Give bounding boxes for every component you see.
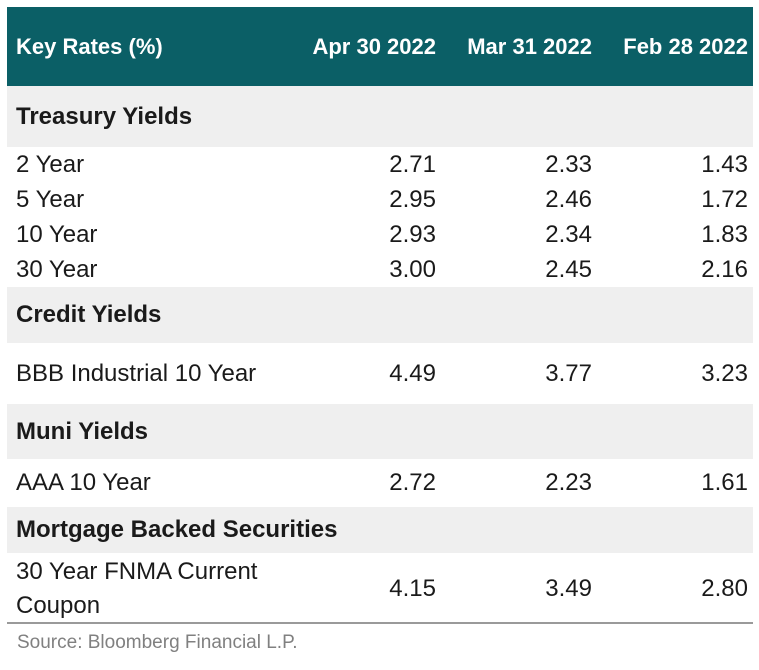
row-label: AAA 10 Year xyxy=(16,469,151,496)
table-row: 5 Year 2.95 2.46 1.72 xyxy=(7,182,753,217)
row-value-mar: 2.34 xyxy=(545,220,592,248)
row-label: 2 Year xyxy=(16,150,85,178)
table-row: AAA 10 Year 2.72 2.23 1.61 xyxy=(7,459,753,507)
row-label: 30 Year xyxy=(16,255,98,283)
row-value-apr: 4.15 xyxy=(389,575,436,602)
row-value-mar: 3.77 xyxy=(545,359,592,387)
section-title: Muni Yields xyxy=(16,417,149,445)
row-value-mar: 2.33 xyxy=(545,150,592,178)
header-col-apr: Apr 30 2022 xyxy=(312,33,436,59)
table-row: 30 Year 3.00 2.45 2.16 xyxy=(7,252,753,287)
footer-divider xyxy=(7,622,753,624)
section-treasury-yields: Treasury Yields xyxy=(7,86,753,147)
table-row: 10 Year 2.93 2.34 1.83 xyxy=(7,217,753,252)
section-title: Treasury Yields xyxy=(16,102,193,130)
row-value-feb: 1.43 xyxy=(701,150,748,178)
row-value-apr: 2.93 xyxy=(389,220,436,248)
row-value-feb: 1.61 xyxy=(701,469,748,496)
table-row: 2 Year 2.71 2.33 1.43 xyxy=(7,147,753,182)
row-label: BBB Industrial 10 Year xyxy=(16,359,257,387)
row-value-mar: 2.23 xyxy=(545,469,592,496)
header-label: Key Rates (%) xyxy=(16,33,163,59)
row-label: 10 Year xyxy=(16,220,98,248)
row-value-feb: 1.72 xyxy=(701,185,748,213)
row-value-apr: 2.72 xyxy=(389,469,436,496)
row-value-feb: 2.16 xyxy=(701,255,748,283)
row-value-feb: 1.83 xyxy=(701,220,748,248)
table-row: 30 Year FNMA Current Coupon 4.15 3.49 2.… xyxy=(7,553,753,625)
row-value-feb: 2.80 xyxy=(701,575,748,602)
table-row: BBB Industrial 10 Year 4.49 3.77 3.23 xyxy=(7,343,753,404)
row-value-apr: 4.49 xyxy=(389,359,436,387)
key-rates-table: Key Rates (%) Apr 30 2022 Mar 31 2022 Fe… xyxy=(7,7,753,625)
row-label: 30 Year FNMA Current Coupon xyxy=(16,558,258,619)
table-header: Key Rates (%) Apr 30 2022 Mar 31 2022 Fe… xyxy=(7,7,753,86)
row-value-mar: 2.45 xyxy=(545,255,592,283)
row-value-mar: 3.49 xyxy=(545,575,592,602)
row-label: 5 Year xyxy=(16,185,85,213)
row-value-feb: 3.23 xyxy=(701,359,748,387)
row-value-mar: 2.46 xyxy=(545,185,592,213)
source-note: Source: Bloomberg Financial L.P. xyxy=(17,632,298,653)
section-title: Credit Yields xyxy=(16,301,162,328)
header-col-feb: Feb 28 2022 xyxy=(623,33,748,59)
section-mortgage-backed-securities: Mortgage Backed Securities xyxy=(7,507,753,553)
row-value-apr: 2.71 xyxy=(389,150,436,178)
header-col-mar: Mar 31 2022 xyxy=(467,33,592,59)
row-value-apr: 2.95 xyxy=(389,185,436,213)
row-value-apr: 3.00 xyxy=(389,255,436,283)
section-credit-yields: Credit Yields xyxy=(7,287,753,343)
section-muni-yields: Muni Yields xyxy=(7,404,753,459)
section-title: Mortgage Backed Securities xyxy=(16,516,338,543)
